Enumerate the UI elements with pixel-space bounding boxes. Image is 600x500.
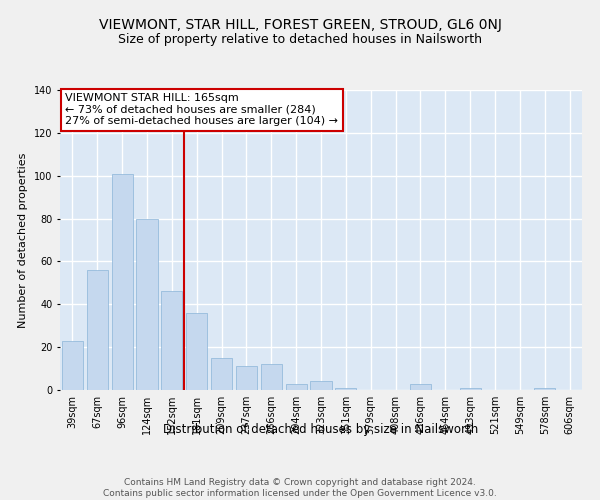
Bar <box>112 174 133 390</box>
Bar <box>236 366 257 390</box>
Bar <box>534 388 555 390</box>
Text: Distribution of detached houses by size in Nailsworth: Distribution of detached houses by size … <box>163 422 479 436</box>
Bar <box>310 382 332 390</box>
Bar <box>62 340 83 390</box>
Text: Size of property relative to detached houses in Nailsworth: Size of property relative to detached ho… <box>118 32 482 46</box>
Bar <box>186 313 207 390</box>
Text: VIEWMONT, STAR HILL, FOREST GREEN, STROUD, GL6 0NJ: VIEWMONT, STAR HILL, FOREST GREEN, STROU… <box>98 18 502 32</box>
Y-axis label: Number of detached properties: Number of detached properties <box>19 152 28 328</box>
Bar <box>335 388 356 390</box>
Text: VIEWMONT STAR HILL: 165sqm
← 73% of detached houses are smaller (284)
27% of sem: VIEWMONT STAR HILL: 165sqm ← 73% of deta… <box>65 93 338 126</box>
Bar <box>211 358 232 390</box>
Bar <box>136 218 158 390</box>
Text: Contains HM Land Registry data © Crown copyright and database right 2024.
Contai: Contains HM Land Registry data © Crown c… <box>103 478 497 498</box>
Bar <box>460 388 481 390</box>
Bar <box>261 364 282 390</box>
Bar <box>410 384 431 390</box>
Bar <box>286 384 307 390</box>
Bar <box>87 270 108 390</box>
Bar <box>161 292 182 390</box>
